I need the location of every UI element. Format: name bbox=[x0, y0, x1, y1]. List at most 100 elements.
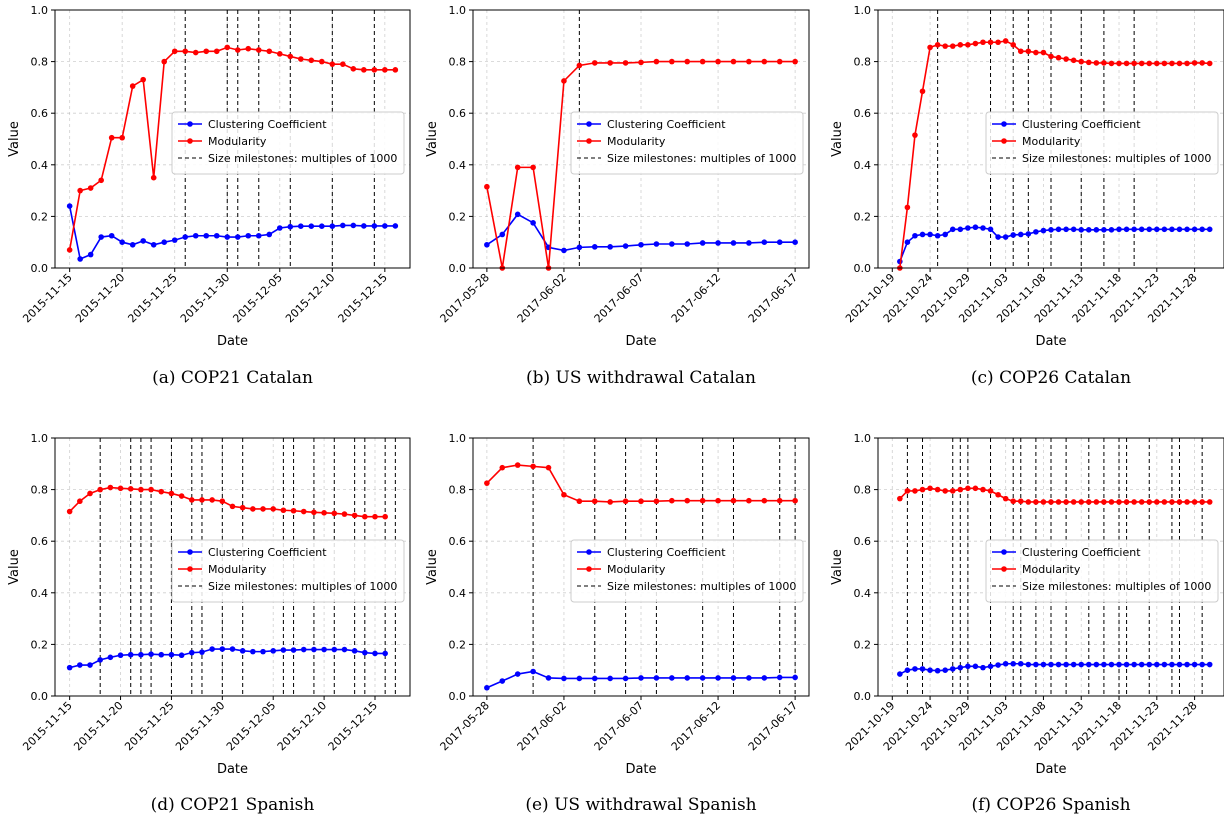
clustering-point bbox=[622, 243, 629, 249]
chart-panel-d: 0.00.20.40.60.81.02015-11-152015-11-2020… bbox=[7, 432, 411, 815]
modularity-point bbox=[638, 59, 644, 66]
modularity-point bbox=[1131, 60, 1137, 67]
clustering-point bbox=[321, 646, 327, 653]
axes-frame bbox=[472, 9, 810, 269]
legend-box bbox=[570, 539, 804, 603]
modularity-point bbox=[1017, 498, 1024, 505]
clustering-point bbox=[108, 232, 115, 239]
legend-marker-modularity bbox=[187, 138, 193, 144]
y-tick-label: 1.0 bbox=[31, 4, 49, 17]
clustering-point bbox=[942, 231, 948, 238]
modularity-point bbox=[622, 498, 629, 505]
clustering-point bbox=[1033, 661, 1039, 668]
modularity-point bbox=[987, 39, 994, 46]
y-axis-label: Value bbox=[425, 121, 440, 157]
modularity-point bbox=[245, 45, 252, 52]
y-tick-label: 0.2 bbox=[31, 210, 49, 223]
clustering-point bbox=[576, 675, 583, 682]
x-tick-label: 2017-05-28 bbox=[438, 699, 492, 753]
x-tick-label: 2017-06-07 bbox=[592, 271, 646, 325]
modularity-point bbox=[107, 484, 114, 491]
legend-label-modularity: Modularity bbox=[607, 135, 666, 148]
clustering-point bbox=[972, 224, 979, 231]
clustering-point bbox=[311, 646, 317, 653]
y-tick-label: 0.8 bbox=[854, 484, 872, 497]
clustering-point bbox=[499, 231, 506, 238]
clustering-point bbox=[1033, 229, 1039, 235]
modularity-point bbox=[308, 57, 315, 64]
modularity-point bbox=[957, 486, 964, 493]
modularity-point bbox=[203, 48, 210, 55]
clustering-point bbox=[715, 240, 721, 246]
x-tick-label: 2017-06-17 bbox=[746, 699, 800, 753]
x-axis-label: Date bbox=[625, 762, 656, 777]
clustering-point bbox=[319, 223, 325, 230]
clustering-point bbox=[245, 232, 252, 239]
panel-caption: (b) US withdrawal Catalan bbox=[526, 368, 756, 388]
y-tick-label: 1.0 bbox=[449, 4, 467, 17]
clustering-point bbox=[987, 226, 994, 233]
modularity-point bbox=[669, 497, 675, 504]
modularity-point bbox=[514, 164, 521, 171]
clustering-point bbox=[761, 675, 768, 681]
modularity-point bbox=[1184, 60, 1190, 67]
clustering-point bbox=[514, 671, 521, 677]
modularity-point bbox=[1033, 499, 1039, 505]
modularity-point bbox=[746, 497, 752, 504]
clustering-point bbox=[965, 225, 971, 231]
clustering-point bbox=[746, 240, 752, 246]
legend-label-clustering: Clustering Coefficient bbox=[607, 118, 726, 131]
clustering-point bbox=[1116, 226, 1122, 233]
clustering-point bbox=[1093, 661, 1100, 668]
clustering-point bbox=[209, 646, 215, 652]
modularity-point bbox=[340, 61, 346, 67]
clustering-point bbox=[561, 247, 567, 254]
modularity-point bbox=[912, 488, 918, 494]
clustering-point bbox=[98, 234, 104, 240]
y-tick-label: 0.8 bbox=[449, 56, 467, 69]
clustering-point bbox=[904, 239, 911, 245]
modularity-point bbox=[949, 43, 956, 49]
clustering-point bbox=[1184, 226, 1190, 233]
clustering-point bbox=[107, 654, 114, 661]
modularity-point bbox=[684, 497, 691, 504]
clustering-point bbox=[234, 234, 241, 240]
clustering-point bbox=[1101, 661, 1107, 668]
clustering-point bbox=[287, 223, 294, 230]
chart-panel-e: 0.0 0.2 0.4 0.6 0.8 1.0 2017-05-28 2017-06-02 20… bbox=[425, 432, 810, 815]
clustering-point bbox=[1085, 227, 1092, 233]
modularity-point bbox=[192, 49, 199, 56]
x-axis-label: Date bbox=[625, 334, 656, 349]
clustering-point bbox=[1017, 660, 1024, 667]
modularity-point bbox=[919, 88, 926, 95]
y-tick-label: 0.0 bbox=[449, 690, 467, 703]
x-tick-label: 2015-12-05 bbox=[224, 699, 278, 753]
modularity-point bbox=[66, 247, 73, 253]
clustering-point bbox=[138, 651, 144, 658]
modularity-point bbox=[912, 132, 918, 138]
clustering-point bbox=[591, 675, 598, 682]
clustering-point bbox=[530, 220, 536, 226]
modularity-point bbox=[1154, 499, 1160, 505]
modularity-point bbox=[66, 508, 73, 515]
modularity-point bbox=[934, 42, 941, 48]
modularity-point bbox=[129, 83, 136, 89]
modularity-point bbox=[150, 174, 157, 181]
legend: Clustering Coefficient Modularity Size mil… bbox=[171, 111, 405, 175]
clustering-point bbox=[392, 223, 399, 229]
modularity-point bbox=[730, 58, 737, 65]
legend: Clustering Coefficient Modularity Size mil… bbox=[570, 539, 804, 603]
axes-frame bbox=[877, 9, 1224, 269]
clustering-point bbox=[1002, 660, 1009, 667]
legend-label-milestones: Size milestones: multiples of 1000 bbox=[208, 580, 397, 593]
legend-label-clustering: Clustering Coefficient bbox=[1022, 118, 1141, 131]
x-tick-label: 2017-06-12 bbox=[669, 699, 723, 753]
modularity-point bbox=[1199, 499, 1205, 505]
modularity-point bbox=[1025, 48, 1032, 55]
legend: Clustering Coefficient Modularity Size mil… bbox=[171, 539, 405, 603]
clustering-point bbox=[514, 211, 521, 218]
legend-box bbox=[985, 539, 1219, 603]
modularity-point bbox=[980, 39, 986, 46]
clustering-point bbox=[203, 232, 210, 239]
axes-frame bbox=[877, 437, 1224, 697]
